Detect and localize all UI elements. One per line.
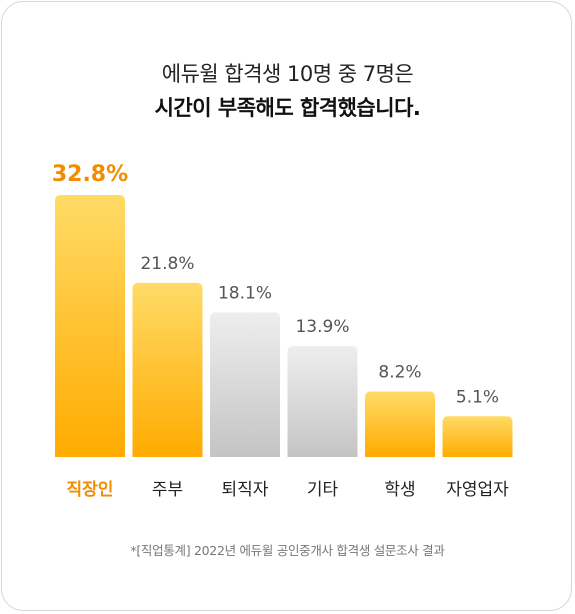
- bar-기타: [287, 345, 358, 457]
- category-label: 학생: [384, 480, 415, 500]
- value-label: 18.1%: [218, 283, 272, 303]
- category-label: 자영업자: [446, 480, 509, 500]
- value-label: 21.8%: [140, 254, 194, 274]
- category-label: 직장인: [67, 480, 114, 500]
- bar-직장인: [55, 195, 125, 457]
- category-label: 퇴직자: [222, 480, 269, 500]
- bar-퇴직자: [210, 312, 280, 457]
- value-label: 5.1%: [456, 387, 499, 407]
- bar-주부: [132, 282, 203, 457]
- chart-title-line-2: 시간이 부족해도 합격했습니다.: [154, 96, 421, 120]
- value-label: 32.8%: [52, 162, 128, 187]
- value-label: 13.9%: [295, 317, 349, 337]
- category-label: 기타: [307, 480, 339, 500]
- bar-자영업자: [442, 416, 513, 457]
- bar-학생: [365, 391, 435, 457]
- category-label: 주부: [152, 480, 183, 500]
- chart-title-line-1: 에듀윌 합격생 10명 중 7명은: [161, 62, 414, 86]
- footnote: *[직업통계] 2022년 에듀윌 공인중개사 합격생 설문조사 결과: [130, 543, 445, 558]
- value-label: 8.2%: [378, 363, 421, 383]
